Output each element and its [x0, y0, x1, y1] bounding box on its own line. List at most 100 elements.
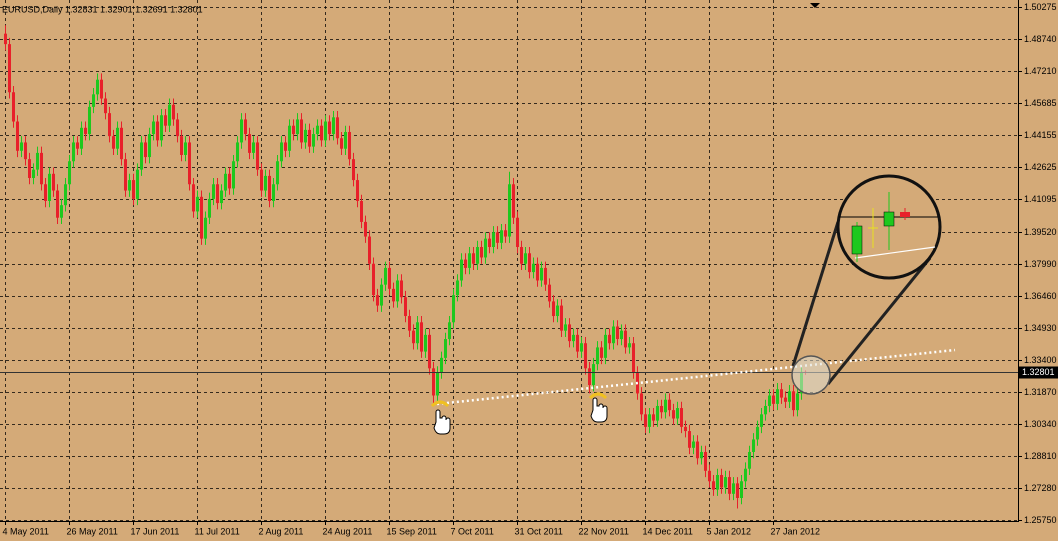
zoom-candle [900, 212, 910, 217]
candle-body [48, 173, 51, 201]
candle-body [488, 238, 491, 248]
y-tick-label: 1.41095 [1024, 194, 1057, 204]
y-tick-label: 1.27280 [1024, 483, 1057, 493]
candle-body [72, 142, 75, 162]
candle-body [28, 159, 31, 178]
y-tick-label: 1.39520 [1024, 227, 1057, 237]
candle-body [420, 322, 423, 352]
shift-marker[interactable] [810, 3, 820, 8]
candle-body [276, 161, 279, 185]
candle-body [192, 184, 195, 212]
candle-body [120, 127, 123, 160]
candle-body [600, 347, 603, 358]
y-tick-label: 1.31870 [1024, 387, 1057, 397]
last-price-box [1019, 366, 1058, 379]
x-tick-label: 26 May 2011 [67, 526, 118, 536]
candle-body [168, 104, 171, 126]
candle-body [616, 326, 619, 340]
candle-body [508, 184, 511, 237]
candle-body [160, 115, 163, 141]
candle-body [696, 441, 699, 459]
candle-body [88, 106, 91, 135]
candle-body [740, 481, 743, 498]
candle-body [324, 121, 327, 141]
candle-body [444, 339, 447, 358]
candle-body [628, 343, 631, 348]
x-tick-label: 17 Jun 2011 [131, 526, 180, 536]
candle-body [300, 119, 303, 143]
candle-body [24, 142, 27, 160]
candle-body [580, 343, 583, 352]
zoom-connector [826, 257, 932, 385]
candle-body [784, 397, 787, 402]
candle-body [432, 368, 435, 396]
candle-body [384, 267, 387, 285]
candle-body [52, 173, 55, 191]
candle-body [672, 410, 675, 419]
candle-body [596, 347, 599, 365]
candle-body [648, 414, 651, 427]
candle-body [788, 391, 791, 402]
candle-body [204, 217, 207, 239]
candle-body [172, 104, 175, 120]
candle-body [308, 129, 311, 147]
candle-body [728, 477, 731, 494]
candle-body [512, 184, 515, 218]
candle-body [448, 322, 451, 340]
zoom-trend-line [854, 246, 936, 259]
candle-body [144, 142, 147, 158]
candle-body [572, 334, 575, 342]
candle-body [680, 408, 683, 427]
candle-body [404, 297, 407, 317]
y-tick-label: 1.30340 [1024, 419, 1057, 429]
candle-body [652, 414, 655, 421]
x-tick-label: 15 Sep 2011 [387, 526, 437, 536]
candle-body [64, 184, 67, 206]
candle-body [148, 134, 151, 158]
candle-body [424, 334, 427, 352]
candle-body [700, 451, 703, 459]
hand-icon[interactable] [590, 397, 608, 423]
candle-body [244, 119, 247, 135]
candle-body [564, 324, 567, 331]
candle-body [20, 142, 23, 151]
candle-body [632, 343, 635, 373]
candle-body [332, 117, 335, 135]
candle-body [640, 393, 643, 415]
candle-body [768, 395, 771, 406]
candle-body [380, 284, 383, 306]
y-tick-label: 1.36460 [1024, 291, 1057, 301]
hand-icon[interactable] [433, 409, 451, 435]
candle-body [792, 391, 795, 411]
candle-body [8, 44, 11, 93]
candle-body [736, 483, 739, 498]
y-tick-label: 1.42625 [1024, 162, 1057, 172]
candle-body [180, 136, 183, 155]
candle-body [236, 142, 239, 162]
y-tick-label: 1.25750 [1024, 515, 1057, 525]
candle-body [252, 142, 255, 153]
candle-body [668, 399, 671, 411]
x-tick-label: 22 Nov 2011 [579, 526, 629, 536]
x-tick-label: 4 May 2011 [3, 526, 49, 536]
y-tick-label: 1.45685 [1024, 98, 1057, 108]
candle-body [500, 230, 503, 243]
x-tick-label: 7 Oct 2011 [451, 526, 494, 536]
candle-body [232, 161, 235, 189]
y-tick-label: 1.37990 [1024, 259, 1057, 269]
x-tick-label: 2 Aug 2011 [259, 526, 304, 536]
candle-body [620, 330, 623, 340]
candle-body [576, 334, 579, 352]
candle-body [772, 395, 775, 404]
last-price-label: 1.32801 [1022, 367, 1055, 377]
candle-body [268, 175, 271, 201]
candle-body [656, 405, 659, 421]
candle-body [360, 200, 363, 222]
candle-body [476, 247, 479, 264]
candle-body [568, 324, 571, 342]
candle-body [480, 247, 483, 258]
zoom-source [791, 355, 831, 395]
candle-body [452, 295, 455, 323]
candle-body [220, 190, 223, 204]
candle-body [316, 125, 319, 135]
